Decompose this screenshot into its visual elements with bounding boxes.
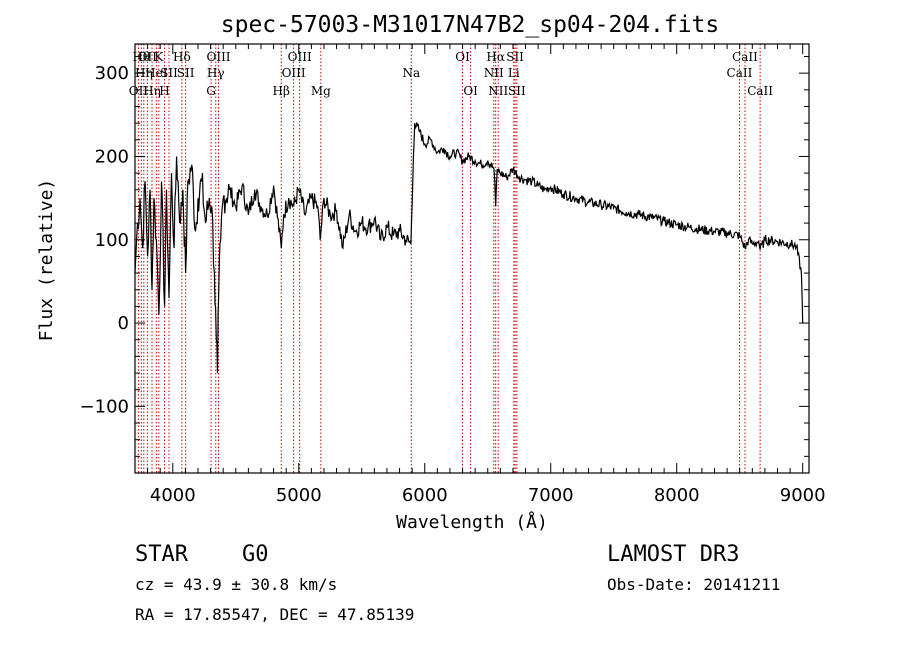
observation-date: Obs-Date: 20141211 <box>607 575 780 594</box>
y-axis-label: Flux (relative) <box>36 179 57 342</box>
line-label: OI <box>455 50 470 64</box>
x-tick-label: 6000 <box>402 485 448 506</box>
spectrum-line <box>134 122 804 374</box>
plot-area <box>134 122 804 374</box>
line-label: SII <box>160 66 178 80</box>
line-label: Na <box>402 66 420 80</box>
line-label: Hα <box>486 50 505 64</box>
survey-name: LAMOST DR3 <box>607 542 739 567</box>
line-label: HeI <box>145 66 168 80</box>
spectral-line-labels: OIIHθHηOIIHηHeIKHSIIHδSIIGHγOIIIHβOIIIOI… <box>129 50 774 98</box>
line-label: SII <box>506 50 524 64</box>
y-tick-label: −100 <box>80 396 129 417</box>
line-label: CaII <box>747 84 773 98</box>
line-label: OIII <box>206 50 230 64</box>
line-label: G <box>206 84 216 98</box>
line-label: OIII <box>288 50 312 64</box>
line-label: OIII <box>282 66 306 80</box>
object-class: STAR <box>135 542 189 567</box>
redshift-velocity: cz = 43.9 ± 30.8 km/s <box>135 575 337 594</box>
line-label: SII <box>508 84 526 98</box>
line-label: H <box>159 84 169 98</box>
x-tick-label: 8000 <box>654 485 700 506</box>
line-label: Hγ <box>207 66 225 80</box>
coordinates: RA = 17.85547, DEC = 47.85139 <box>135 605 414 624</box>
y-axis-ticks: −100 0 100 200 300 <box>80 55 809 474</box>
object-subclass: G0 <box>242 542 269 567</box>
line-label: SII <box>177 66 195 80</box>
line-label: CaII <box>727 66 753 80</box>
line-label: K <box>154 50 164 64</box>
line-label: OI <box>463 84 478 98</box>
y-tick-label: 300 <box>95 63 129 84</box>
x-axis-ticks: 4000 5000 6000 7000 8000 9000 <box>134 44 826 506</box>
line-label: OII <box>138 50 158 64</box>
y-tick-label: 100 <box>95 230 129 251</box>
plot-frame <box>134 43 810 474</box>
line-label: Hδ <box>173 50 191 64</box>
y-tick-label: 200 <box>95 146 129 167</box>
line-label: OII <box>129 84 149 98</box>
x-tick-label: 5000 <box>276 485 322 506</box>
line-label: Li <box>508 66 520 80</box>
line-label: Hη <box>143 84 161 98</box>
chart-title: spec-57003-M31017N47B2_sp04-204.fits <box>221 12 720 38</box>
line-label: Hθ <box>132 50 150 64</box>
line-label: NII <box>484 66 504 80</box>
line-label: Mg <box>311 84 331 98</box>
line-label: NII <box>488 84 508 98</box>
spectral-line-markers <box>137 44 761 473</box>
x-tick-label: 9000 <box>780 485 826 506</box>
line-label: Hβ <box>273 84 290 98</box>
x-axis-label: Wavelength (Å) <box>396 511 548 533</box>
y-tick-label: 0 <box>118 313 129 334</box>
line-label: CaII <box>732 50 758 64</box>
x-tick-label: 4000 <box>150 485 196 506</box>
x-tick-label: 7000 <box>528 485 574 506</box>
